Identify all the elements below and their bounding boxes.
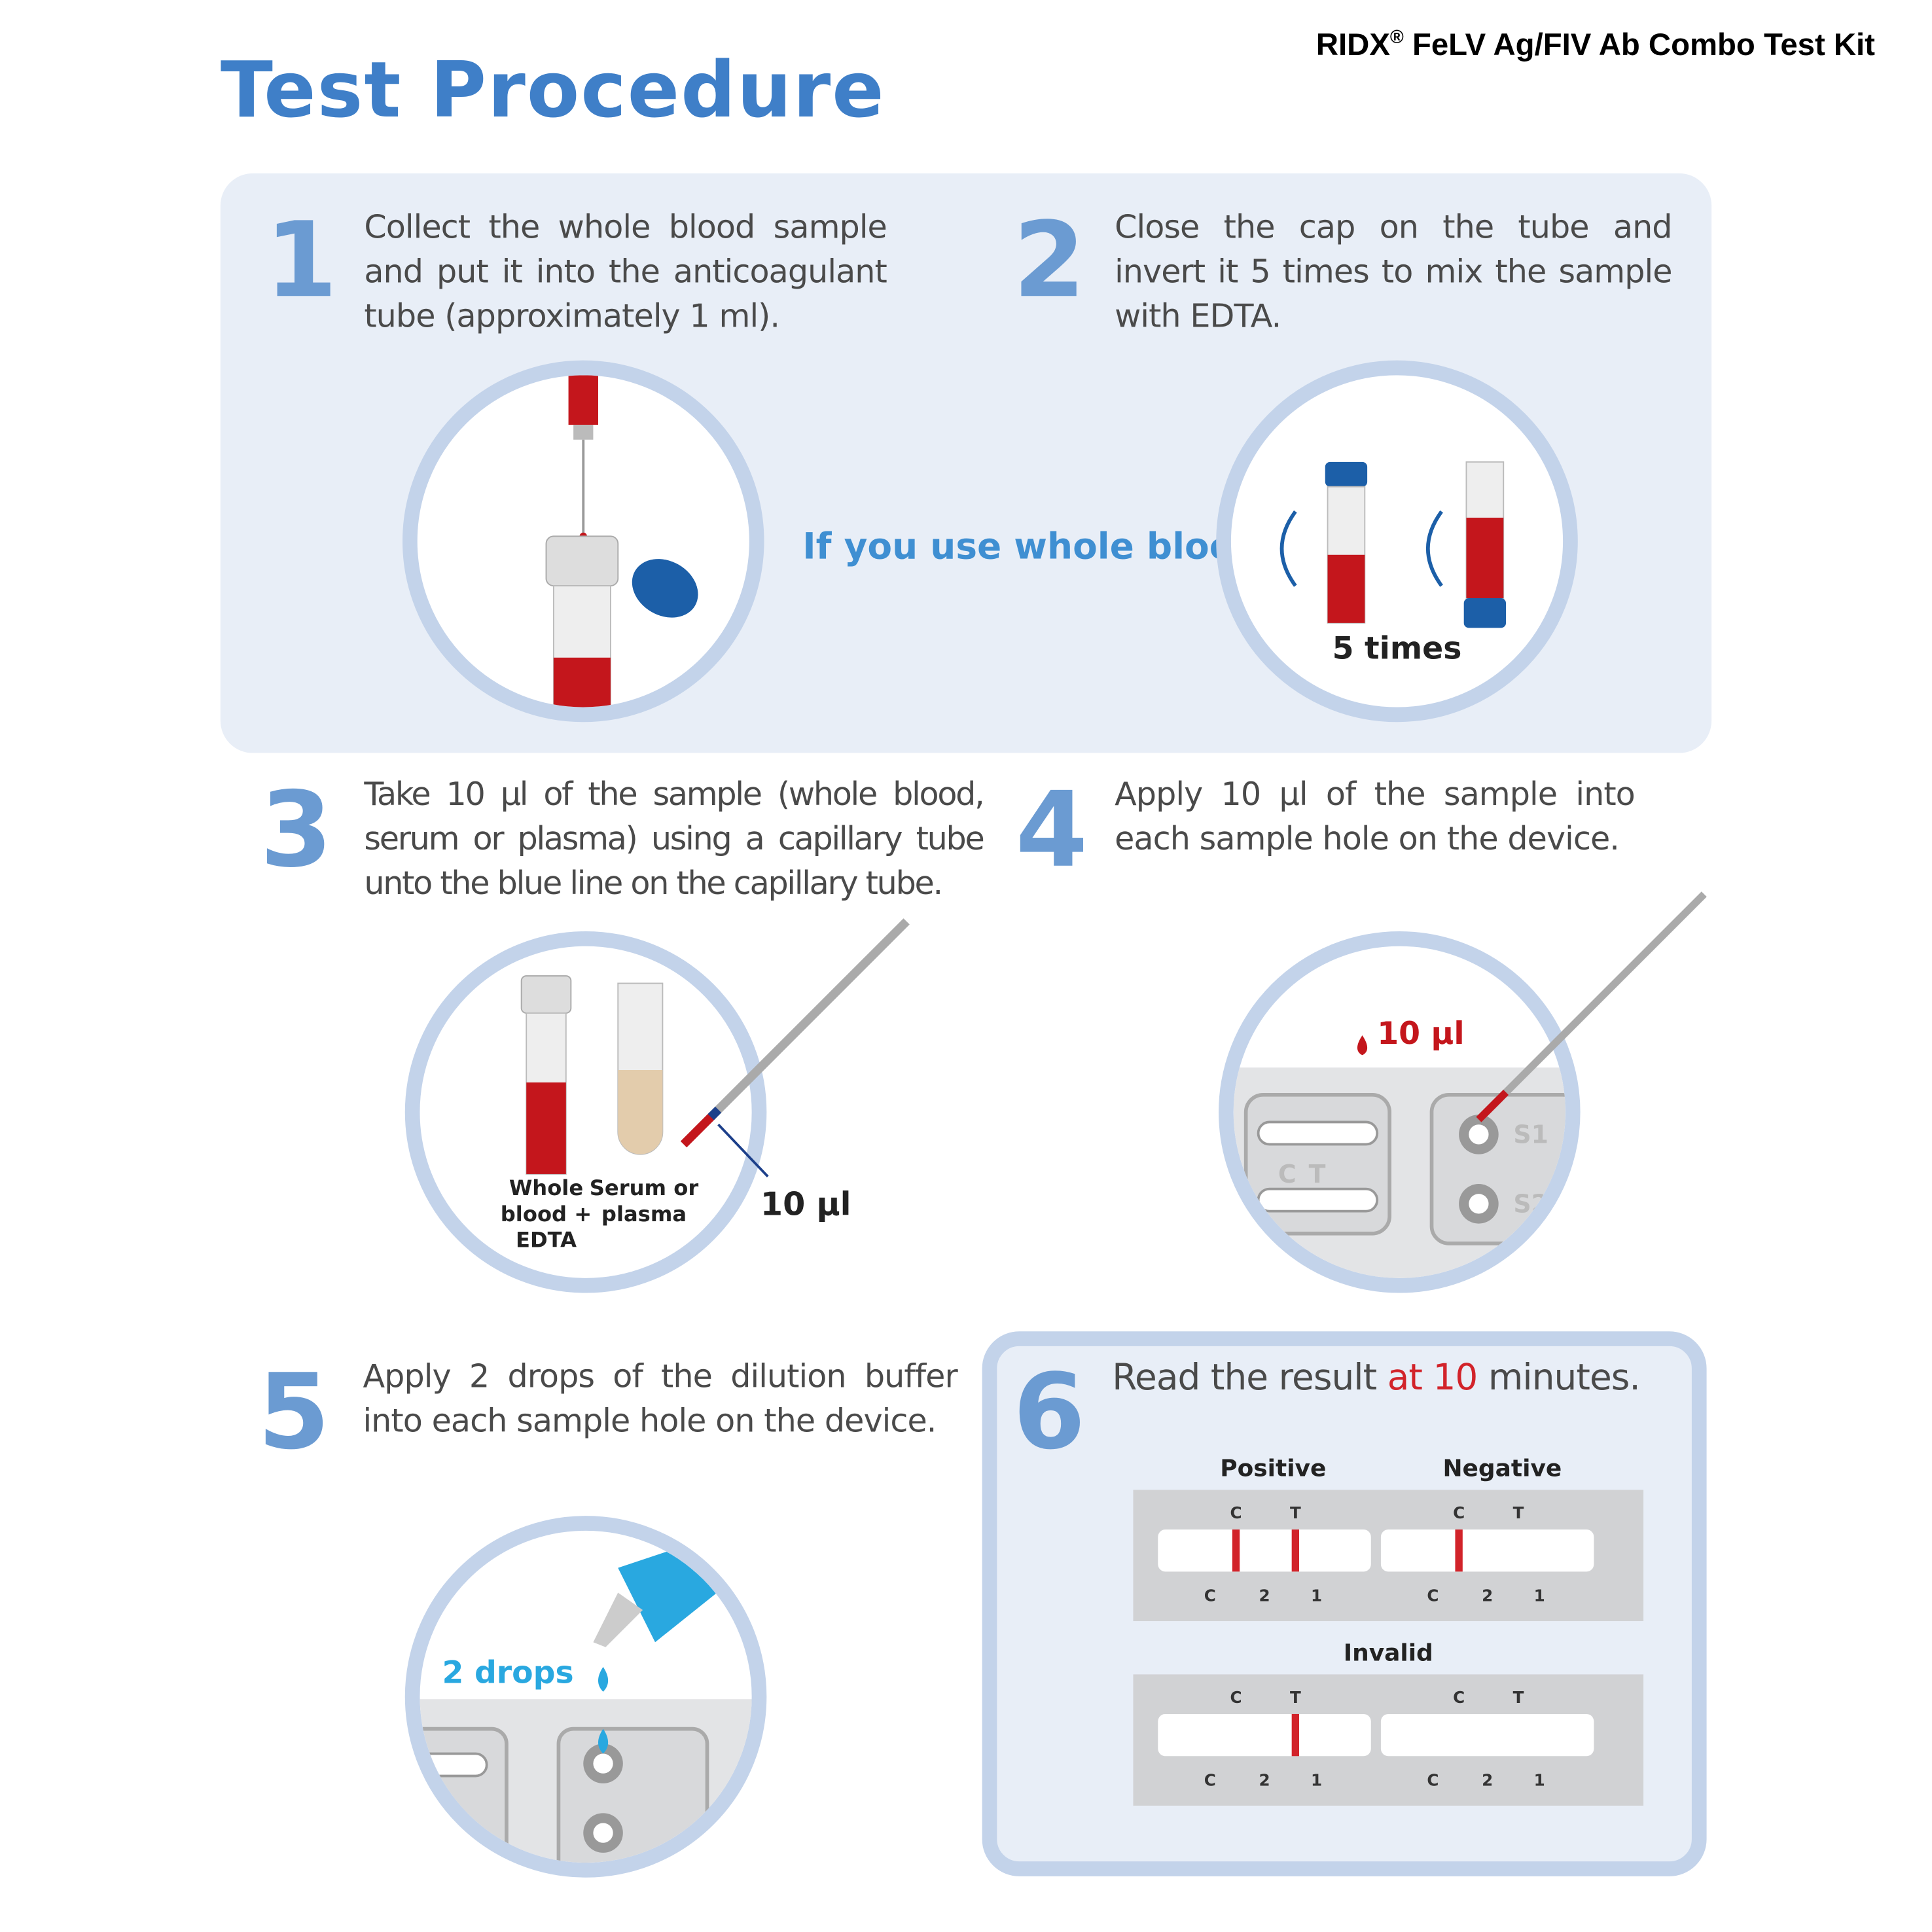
syringe-tube-icon xyxy=(545,375,698,707)
positive-label: Positive xyxy=(1220,1455,1327,1483)
step-6-text: Read the result at 10 minutes. xyxy=(1112,1355,1641,1399)
device-t-label: T xyxy=(1308,1159,1338,1189)
step-5-text: Apply 2 drops of the dilution buffer int… xyxy=(363,1358,957,1440)
step-6-number: 6 xyxy=(1012,1351,1086,1473)
result-strip-positive xyxy=(1158,1529,1371,1572)
capillary-tube-icon xyxy=(680,918,910,1177)
strip-bottom-mark: 2 xyxy=(1259,1587,1270,1607)
step-3-text: Take 10 µl of the sample (whole blood, s… xyxy=(364,776,984,903)
step-2-illustration: 5 times xyxy=(1216,360,1578,723)
step-5-illustration: 2 drops xyxy=(404,1516,767,1878)
page-title: Test Procedure xyxy=(220,45,885,135)
apply-volume-label: 10 µl xyxy=(1377,1015,1465,1052)
strip-top-mark: T xyxy=(1512,1689,1524,1708)
whole-blood-label: If you use whole blood xyxy=(802,525,1260,567)
strip-bottom-mark: 1 xyxy=(1310,1772,1323,1791)
strip-bottom-mark: C xyxy=(1427,1772,1439,1791)
strip-bottom-mark: C xyxy=(1204,1772,1216,1791)
step-4-number: 4 xyxy=(1015,769,1088,891)
step-6-highlight: at 10 xyxy=(1387,1356,1478,1399)
result-strip-negative xyxy=(1380,1529,1594,1572)
buffer-dropper-device-icon xyxy=(420,1543,752,1863)
step-3-number: 3 xyxy=(260,769,332,891)
strip-bottom-mark: C xyxy=(1427,1587,1439,1607)
sample-tubes-icon xyxy=(520,975,664,1175)
strip-bottom-mark: 2 xyxy=(1259,1772,1270,1791)
invert-tube-icon xyxy=(1279,461,1507,628)
device-c-label: C xyxy=(1278,1159,1309,1189)
device-ct-label: CT xyxy=(1278,1159,1338,1189)
step-1-number: 1 xyxy=(264,199,338,321)
result-strip-invalid-2 xyxy=(1380,1713,1594,1757)
strip-bottom-mark: 2 xyxy=(1482,1587,1494,1607)
kit-brand: RIDX xyxy=(1315,27,1390,63)
registered-mark: ® xyxy=(1389,27,1404,48)
t-line-mark xyxy=(1291,1713,1300,1757)
drops-label: 2 drops xyxy=(442,1655,574,1690)
step-1-illustration xyxy=(402,360,764,723)
invert-count-label: 5 times xyxy=(1332,630,1462,667)
c-line-mark xyxy=(1232,1529,1240,1572)
strip-bottom-mark: 1 xyxy=(1310,1587,1323,1607)
step-6-text-before: Read the result xyxy=(1112,1356,1387,1399)
strip-bottom-mark: 1 xyxy=(1533,1772,1545,1791)
capillary-apply-icon xyxy=(1476,891,1707,1122)
serum-tube-label: Serum or plasma xyxy=(589,1176,699,1228)
kit-suffix: FeLV Ag/FIV Ab Combo Test Kit xyxy=(1403,27,1875,63)
whole-blood-tube-label: Whole blood + EDTA xyxy=(500,1176,592,1254)
test-device-icon xyxy=(1233,1035,1565,1278)
capillary-volume-label: 10 µl xyxy=(760,1186,851,1224)
negative-label: Negative xyxy=(1442,1455,1562,1483)
strip-top-mark: T xyxy=(1289,1505,1301,1524)
strip-top-mark: T xyxy=(1512,1505,1524,1524)
strip-top-mark: C xyxy=(1230,1505,1242,1524)
step-5-number: 5 xyxy=(257,1351,331,1473)
device-s2-label: S2 xyxy=(1513,1189,1548,1219)
result-box-valid: C T C 2 1 C T C 2 1 xyxy=(1133,1490,1644,1622)
c-line-mark xyxy=(1455,1529,1463,1572)
strip-top-mark: T xyxy=(1289,1689,1301,1708)
step-1-text: Collect the whole blood sample and put i… xyxy=(364,209,887,336)
t-line-mark xyxy=(1291,1529,1300,1572)
step-2-number: 2 xyxy=(1012,199,1086,321)
invalid-label: Invalid xyxy=(1343,1639,1433,1668)
strip-top-mark: C xyxy=(1453,1505,1465,1524)
step-4-text: Apply 10 µl of the sample into each samp… xyxy=(1115,776,1636,859)
strip-bottom-mark: 1 xyxy=(1533,1587,1545,1607)
result-box-invalid: C T C 2 1 C T C 2 1 xyxy=(1133,1674,1644,1806)
strip-top-mark: C xyxy=(1230,1689,1242,1708)
strip-top-mark: C xyxy=(1453,1689,1465,1708)
strip-bottom-mark: C xyxy=(1204,1587,1216,1607)
step-2-text: Close the cap on the tube and invert it … xyxy=(1115,209,1672,336)
kit-name: RIDX® FeLV Ag/FIV Ab Combo Test Kit xyxy=(1316,27,1875,63)
step-6-text-after: minutes. xyxy=(1477,1356,1641,1399)
strip-bottom-mark: 2 xyxy=(1482,1772,1494,1791)
device-s1-label: S1 xyxy=(1513,1119,1548,1150)
result-strip-invalid-1 xyxy=(1158,1713,1371,1757)
